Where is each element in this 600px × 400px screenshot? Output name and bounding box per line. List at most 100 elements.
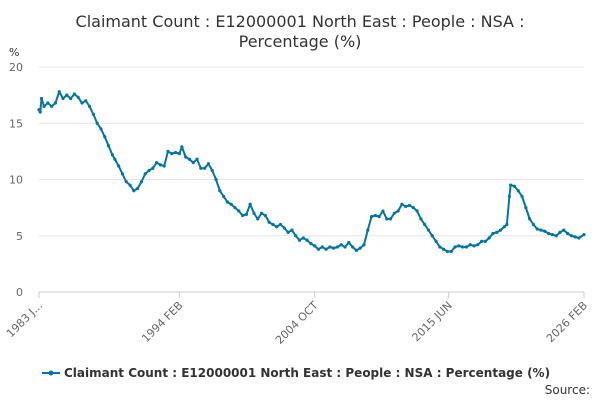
data-point-0-25 [124, 180, 128, 184]
data-point-0-16 [91, 112, 95, 116]
data-point-0-78 [324, 247, 328, 251]
data-point-0-55 [237, 209, 241, 213]
data-point-0-117 [472, 244, 476, 248]
data-point-0-103 [419, 217, 423, 221]
data-point-0-102 [415, 209, 419, 213]
y-tick-label-0: 0 [16, 286, 23, 299]
x-tick-label-2: 2004 OCT [273, 299, 321, 347]
data-point-0-63 [267, 220, 271, 224]
data-point-0-13 [80, 101, 84, 105]
data-point-0-142 [562, 228, 566, 232]
data-point-0-124 [498, 228, 503, 232]
data-point-0-94 [385, 217, 389, 221]
data-point-0-32 [151, 166, 155, 170]
data-point-0-112 [453, 245, 457, 249]
data-point-0-59 [252, 211, 256, 215]
data-point-0-28 [136, 186, 140, 191]
y-tick-label-20: 20 [9, 61, 23, 74]
data-point-0-121 [487, 236, 491, 240]
data-point-0-109 [442, 247, 446, 251]
data-point-0-52 [225, 200, 230, 204]
data-point-0-27 [132, 189, 136, 193]
data-point-0-99 [404, 204, 408, 209]
data-point-0-18 [99, 127, 103, 131]
data-point-0-126 [505, 222, 509, 227]
data-point-0-138 [546, 231, 551, 236]
data-point-0-41 [184, 155, 188, 159]
data-point-0-106 [430, 234, 434, 238]
data-point-0-116 [468, 243, 472, 247]
source-label: Source: [545, 383, 590, 397]
data-point-0-139 [550, 233, 554, 237]
data-point-0-73 [305, 238, 309, 242]
data-point-0-30 [143, 172, 147, 176]
legend[interactable]: Claimant Count : E12000001 North East : … [42, 366, 550, 380]
data-point-0-7 [57, 90, 61, 94]
chart-title-line-1: Claimant Count : E12000001 North East : … [76, 12, 525, 31]
data-point-0-144 [569, 234, 573, 238]
data-point-0-49 [214, 177, 218, 182]
x-tick-label-0: 1983 J... [4, 299, 45, 340]
chart-title-line-2: Percentage (%) [239, 32, 362, 51]
data-point-0-31 [147, 168, 151, 173]
data-point-0-37 [170, 152, 174, 156]
x-tick-label-1: 1994 FEB [139, 299, 185, 345]
data-point-0-40 [180, 145, 184, 149]
data-point-0-29 [139, 180, 144, 184]
data-point-0-34 [158, 163, 162, 167]
data-point-0-39 [177, 152, 181, 156]
data-point-0-110 [445, 249, 450, 254]
data-point-0-70 [294, 234, 298, 238]
data-point-0-11 [72, 92, 77, 96]
data-point-0-12 [76, 95, 80, 99]
data-point-0-90 [369, 215, 374, 219]
data-point-0-43 [191, 161, 195, 165]
data-point-0-51 [222, 194, 226, 198]
data-point-0-115 [464, 245, 468, 249]
data-point-0-35 [162, 164, 166, 168]
data-point-0-123 [495, 230, 499, 234]
data-point-0-85 [351, 245, 355, 249]
data-point-0-82 [339, 243, 343, 247]
data-point-0-68 [286, 230, 290, 234]
data-point-0-100 [407, 203, 412, 207]
data-point-0-79 [328, 245, 332, 249]
data-point-0-101 [411, 206, 415, 210]
data-point-0-80 [332, 246, 336, 250]
data-point-0-87 [358, 246, 362, 250]
data-point-0-36 [166, 149, 170, 153]
data-point-0-83 [343, 245, 347, 249]
data-point-0-56 [240, 213, 245, 218]
data-point-0-108 [438, 245, 442, 249]
data-point-0-67 [282, 226, 286, 230]
data-point-0-95 [388, 217, 393, 221]
data-point-0-88 [362, 243, 366, 247]
data-point-0-58 [248, 202, 252, 206]
data-point-0-54 [233, 206, 237, 210]
data-point-0-81 [335, 245, 340, 249]
data-point-0-86 [354, 248, 358, 252]
data-point-0-10 [69, 96, 73, 101]
data-point-0-69 [290, 228, 294, 232]
data-point-0-132 [524, 206, 528, 210]
data-point-0-147 [582, 233, 586, 237]
data-point-0-75 [313, 244, 317, 248]
data-point-0-72 [301, 236, 305, 240]
data-point-0-48 [210, 168, 214, 173]
data-point-0-114 [461, 245, 465, 249]
data-point-0-119 [479, 239, 484, 243]
legend-label: Claimant Count : E12000001 North East : … [64, 366, 550, 380]
data-point-0-64 [271, 222, 275, 227]
data-point-0-143 [565, 231, 570, 236]
data-point-0-92 [377, 215, 381, 219]
data-point-0-26 [128, 183, 132, 187]
data-point-0-133 [528, 217, 532, 221]
series-line-0 [38, 90, 585, 253]
data-point-0-50 [218, 189, 222, 193]
data-point-0-128 [509, 183, 513, 187]
data-point-0-38 [173, 150, 178, 155]
data-point-0-14 [84, 99, 88, 103]
x-tick-label-4: 2026 FEB [544, 299, 590, 345]
data-point-0-3 [42, 104, 46, 108]
data-point-0-33 [155, 161, 159, 165]
